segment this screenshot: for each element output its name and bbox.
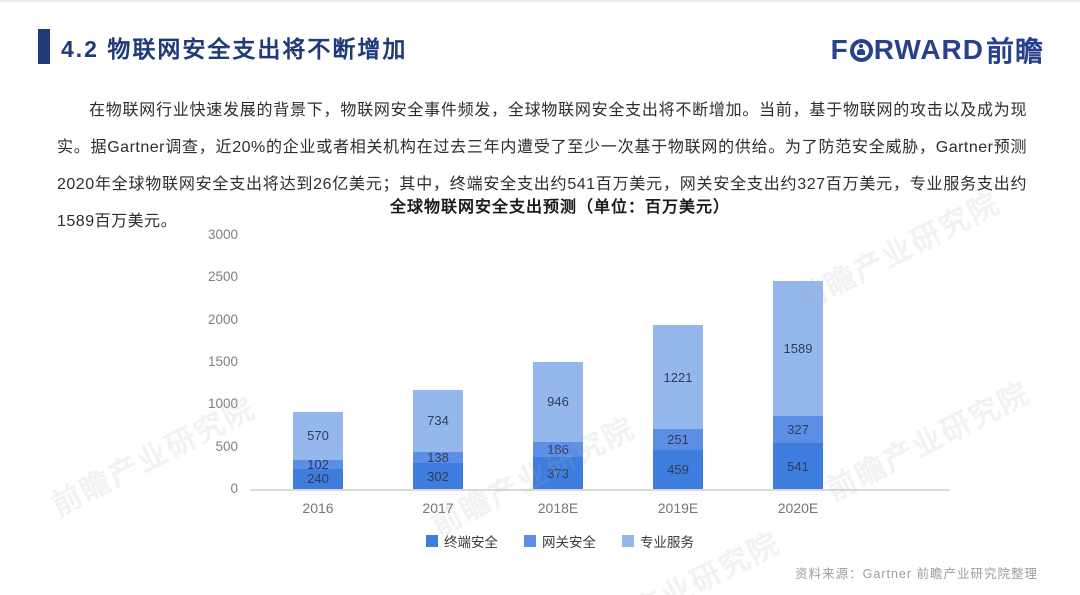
logo-text-f: F	[830, 34, 849, 65]
legend-swatch-icon	[524, 535, 536, 547]
bar-2019E: 459 251 1221	[653, 325, 703, 489]
forward-logo-o-icon	[849, 38, 873, 62]
segment-网关安全: 327	[773, 415, 823, 444]
y-axis-tick: 1500	[207, 354, 238, 369]
segment-专业服务: 570	[293, 411, 343, 461]
legend-label: 专业服务	[640, 535, 694, 550]
x-axis-label-2016: 2016	[302, 500, 334, 516]
legend-item-终端安全: 终端安全	[426, 531, 498, 551]
body-paragraph: 在物联网行业快速发展的背景下，物联网安全事件频发，全球物联网安全支出将不断增加。…	[57, 102, 1027, 230]
title-accent-bar	[38, 29, 50, 64]
person-silhouette-icon	[854, 43, 869, 58]
segment-终端安全: 302	[413, 463, 463, 489]
segment-网关安全: 186	[533, 441, 583, 458]
segment-终端安全: 373	[533, 457, 583, 489]
segment-网关安全: 102	[293, 457, 343, 472]
x-axis-label-2017: 2017	[422, 500, 454, 516]
legend-label: 终端安全	[444, 535, 498, 550]
legend-item-专业服务: 专业服务	[622, 531, 694, 551]
logo-text-cn: 前瞻	[985, 36, 1044, 67]
x-axis-label-2018E: 2018E	[537, 500, 579, 516]
logo-text-rward: RWARD	[873, 34, 984, 65]
header: 4.2 物联网安全支出将不断增加	[38, 29, 407, 64]
segment-专业服务: 1589	[773, 281, 823, 416]
y-axis-tick: 500	[215, 438, 238, 454]
bar-2018E: 373 186 946	[533, 361, 583, 489]
y-axis-tick: 2500	[207, 269, 238, 285]
x-axis-label-2020E: 2020E	[777, 500, 819, 516]
y-axis-tick: 0	[230, 481, 238, 496]
x-axis-label-2019E: 2019E	[657, 500, 699, 516]
plot-area: 0 500 1000 1500 2000 2500 3000 240 102 570 2016 302…	[208, 227, 950, 516]
legend-swatch-icon	[426, 535, 438, 547]
legend-label: 网关安全	[542, 535, 596, 550]
segment-专业服务: 734	[413, 389, 463, 452]
bar-2017: 302 138 734	[413, 389, 463, 489]
segment-网关安全: 138	[413, 450, 463, 465]
y-axis-tick: 2000	[207, 311, 238, 327]
y-axis-tick: 1000	[207, 396, 238, 412]
segment-终端安全: 459	[653, 450, 703, 489]
y-axis-tick: 3000	[207, 227, 238, 242]
segment-终端安全: 541	[773, 443, 823, 489]
legend-item-网关安全: 网关安全	[524, 531, 596, 551]
forward-logo: F RWARD 前瞻	[831, 30, 1044, 70]
segment-专业服务: 1221	[653, 325, 703, 429]
segment-网关安全: 251	[653, 428, 703, 451]
legend-swatch-icon	[622, 535, 634, 547]
bar-2016: 240 102 570	[293, 411, 343, 489]
segment-终端安全: 240	[293, 468, 343, 489]
bar-2020E: 541 327 1589	[773, 281, 823, 489]
page-title: 4.2 物联网安全支出将不断增加	[61, 35, 408, 62]
segment-专业服务: 946	[533, 361, 583, 442]
source-note: 资料来源：Gartner 前瞻产业研究院整理	[795, 567, 1038, 581]
chart-legend: 终端安全 网关安全 专业服务	[160, 531, 960, 551]
chart-title: 全球物联网安全支出预测（单位：百万美元）	[389, 199, 730, 216]
